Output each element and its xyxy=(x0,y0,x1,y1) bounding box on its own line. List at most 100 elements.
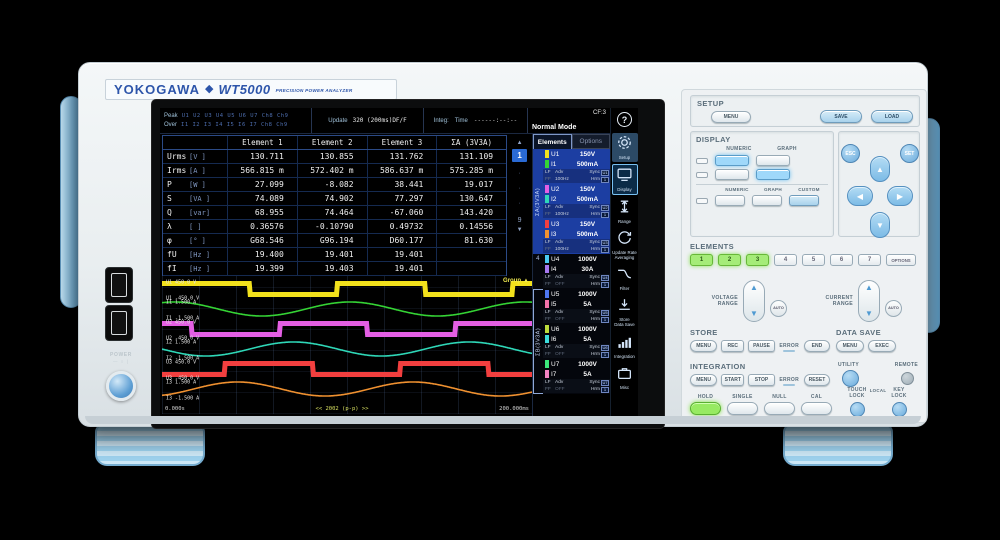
screen-menu: ? Setup Display Range Update Rate Averaging Fi… xyxy=(610,108,638,416)
store-rec-button[interactable]: REC xyxy=(721,340,745,352)
setup-menu-button[interactable]: Setup xyxy=(611,133,638,163)
page-up-icon[interactable]: ▲ xyxy=(516,140,523,146)
element-key-1[interactable]: 1 xyxy=(690,254,713,266)
cal-label: CAL xyxy=(810,394,823,400)
options-button[interactable]: OPTIONS xyxy=(886,254,916,266)
cell-value xyxy=(436,248,506,261)
adv-label: Adv xyxy=(555,205,564,210)
page-down-icon[interactable]: ▼ xyxy=(516,227,523,233)
touch-lock-button[interactable] xyxy=(849,401,865,417)
element-key-4[interactable]: 4 xyxy=(774,254,797,266)
current-auto-button[interactable]: AUTO xyxy=(885,299,902,317)
group-indicator[interactable]: Group ▲ xyxy=(503,278,529,284)
sync-label: Sync xyxy=(589,345,600,350)
graph-display-button-2[interactable] xyxy=(756,169,790,180)
store-menu-button[interactable]: Store Data Save xyxy=(612,295,638,329)
numeric-display-button[interactable] xyxy=(715,155,749,166)
voltage-range-rocker[interactable]: ▲ ▼ xyxy=(743,280,765,322)
page-last[interactable]: 9 xyxy=(517,217,522,224)
single-button[interactable] xyxy=(727,402,758,415)
sync-labels: Sync Hrm xyxy=(582,205,600,218)
element-entry[interactable]: U4 1000V I4 30A LF FF Adv OFF Sync Hrm U4 1 xyxy=(543,254,610,288)
arrow-down-button[interactable]: ▼ xyxy=(870,212,890,238)
element-key-7[interactable]: 7 xyxy=(858,254,881,266)
custom-label: CUSTOM xyxy=(798,187,820,192)
cal-button[interactable] xyxy=(801,402,832,415)
lf-label: LF xyxy=(545,170,551,175)
integration-stop-button[interactable]: STOP xyxy=(748,374,775,386)
averaging-menu-button[interactable]: Update Rate Averaging xyxy=(612,228,638,262)
load-button[interactable]: LOAD xyxy=(871,110,913,123)
element-key-6[interactable]: 6 xyxy=(830,254,853,266)
numeric-display-button-2[interactable] xyxy=(715,169,749,180)
range-section: VOLTAGE RANGE ▲ ▼ AUTO CURRENT RANGE ▲ ▼… xyxy=(690,278,920,324)
integration-menu-button[interactable]: Integration xyxy=(612,332,638,361)
element-entry[interactable]: U2 150V I2 500mA LF FF Adv 100Hz Sync Hrm U2 1 xyxy=(543,184,610,218)
store-pause-button[interactable]: PAUSE xyxy=(748,340,775,352)
set-button[interactable]: SET xyxy=(900,144,919,163)
element-key-3[interactable]: 3 xyxy=(746,254,769,266)
sync-badges: U4 1 xyxy=(600,275,609,288)
arrow-right-button[interactable]: ▶ xyxy=(887,186,913,206)
element-key-2[interactable]: 2 xyxy=(718,254,741,266)
graph-display-button[interactable] xyxy=(756,155,790,166)
channel-label: U5 xyxy=(551,290,560,298)
local-label: LOCAL xyxy=(869,388,887,393)
voltage-auto-button[interactable]: AUTO xyxy=(770,299,787,317)
hrm-source-badge: 1 xyxy=(601,317,609,323)
current-range-rocker[interactable]: ▲ ▼ xyxy=(858,280,880,322)
display-icon xyxy=(616,167,633,187)
tab-options[interactable]: Options xyxy=(571,134,610,149)
voltage-down-icon[interactable]: ▼ xyxy=(750,309,758,318)
table-col-header: Element 1 xyxy=(227,136,297,149)
table-col-header: Element 3 xyxy=(366,136,437,149)
setup-menu-button[interactable]: MENU xyxy=(711,110,751,123)
current-up-icon[interactable]: ▲ xyxy=(865,283,873,292)
element-entry[interactable]: U3 150V I3 500mA LF FF Adv 100Hz Sync Hrm U3 1 xyxy=(543,219,610,253)
esc-button[interactable]: ESC xyxy=(841,144,860,163)
arrow-up-button[interactable]: ▲ xyxy=(870,156,890,182)
utility-button[interactable] xyxy=(842,370,859,387)
element-entry[interactable]: U5 1000V I5 5A LF FF Adv OFF Sync Hrm U5 1 xyxy=(543,289,610,323)
page-current[interactable]: 1 xyxy=(512,149,528,162)
display-menu-button[interactable]: Display xyxy=(611,164,638,196)
data-save-exec-button[interactable]: EXEC xyxy=(868,340,896,352)
voltage-up-icon[interactable]: ▲ xyxy=(750,283,758,292)
arrow-left-button[interactable]: ◀ xyxy=(847,186,873,206)
element-entry[interactable]: U1 150V I1 500mA LF FF Adv 100Hz Sync Hrm U1 1 xyxy=(543,149,610,183)
numeric-half-button[interactable] xyxy=(715,195,745,206)
menu-item-label: Averaging xyxy=(614,255,635,261)
integration-start-button[interactable]: START xyxy=(721,374,745,386)
table-row: Q [var] 68.955 74.464 -67.060 143.420 xyxy=(163,206,507,220)
data-save-menu-button[interactable]: MENU xyxy=(836,340,864,352)
current-down-icon[interactable]: ▼ xyxy=(865,309,873,318)
hrm-label: Hrm xyxy=(590,281,600,287)
custom-button[interactable] xyxy=(789,195,819,206)
power-button[interactable] xyxy=(106,371,136,401)
cell-value xyxy=(436,262,506,275)
element-entry[interactable]: U6 1000V I6 5A LF FF Adv OFF Sync Hrm U6 1 xyxy=(543,324,610,358)
tab-elements[interactable]: Elements xyxy=(533,134,572,149)
page-dot[interactable]: · xyxy=(518,185,521,192)
store-end-button[interactable]: END xyxy=(803,340,831,352)
integration-reset-button[interactable]: RESET xyxy=(803,374,831,386)
null-button[interactable] xyxy=(764,402,795,415)
help-button[interactable]: ? xyxy=(612,110,638,129)
page-dot[interactable]: · xyxy=(518,170,521,177)
integration-menu-button[interactable]: MENU xyxy=(690,374,718,386)
range-menu-button[interactable]: Range xyxy=(612,197,638,226)
misc-menu-button[interactable]: Misc xyxy=(612,363,638,392)
store-menu-button[interactable]: MENU xyxy=(690,340,718,352)
page-dot[interactable]: · xyxy=(518,200,521,207)
row-name: Q xyxy=(167,208,172,217)
element-key-5[interactable]: 5 xyxy=(802,254,825,266)
filter-menu-button[interactable]: Filter xyxy=(612,264,638,293)
graph-half-button[interactable] xyxy=(752,195,782,206)
screen-bezel: Peak U1 U2 U3 U4 U5 U6 U7 Ch8 Ch9 Over I1 … xyxy=(151,99,665,429)
key-lock-button[interactable] xyxy=(891,401,907,417)
sync-label: Sync xyxy=(589,170,600,175)
save-button[interactable]: SAVE xyxy=(820,110,862,123)
hold-button[interactable] xyxy=(690,402,721,415)
element-voltage-row: U3 150V xyxy=(543,219,610,229)
element-entry[interactable]: U7 1000V I7 5A LF FF Adv OFF Sync Hrm U7 1 xyxy=(543,359,610,393)
